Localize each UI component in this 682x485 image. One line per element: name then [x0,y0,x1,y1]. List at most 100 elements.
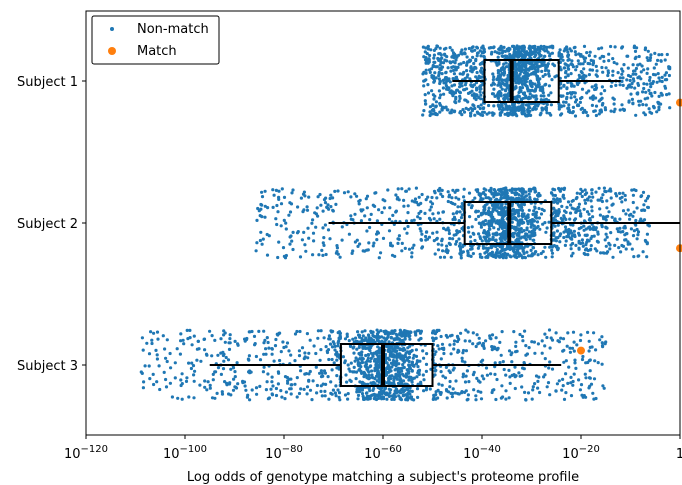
non-match-point [580,106,584,110]
non-match-point [412,398,416,402]
non-match-point [436,344,440,348]
non-match-point [586,253,590,257]
non-match-point [619,250,623,254]
non-match-point [429,218,433,222]
non-match-point [303,194,307,198]
non-match-point [539,212,544,216]
non-match-point [455,88,459,92]
non-match-point [529,248,533,252]
non-match-point [295,231,300,235]
non-match-point [510,220,514,224]
non-match-point [602,386,606,390]
non-match-point [213,396,217,400]
non-match-point [630,97,635,101]
non-match-point [453,68,458,72]
non-match-point [270,392,274,396]
non-match-point [478,106,482,111]
non-match-point [562,235,566,240]
non-match-point [495,250,499,254]
non-match-point [621,191,625,195]
non-match-point [524,398,528,402]
non-match-point [512,50,516,54]
non-match-point [537,216,542,220]
non-match-point [525,198,529,202]
non-match-point [549,103,554,107]
non-match-point [633,86,637,90]
non-match-point [302,357,306,361]
non-match-point [480,66,484,70]
non-match-point [378,392,382,396]
non-match-point [514,344,518,348]
non-match-point [162,370,166,374]
non-match-point [254,354,258,359]
non-match-point [648,58,652,62]
non-match-point [216,353,220,357]
non-match-point [512,215,517,219]
non-match-point [590,191,594,196]
non-match-point [578,100,583,104]
non-match-point [527,96,532,100]
non-match-point [526,215,530,219]
non-match-point [478,49,482,53]
non-match-point [357,333,362,337]
non-match-point [411,246,415,250]
non-match-point [333,189,337,193]
non-match-point [495,209,499,213]
non-match-point [560,388,564,392]
non-match-point [481,44,485,48]
non-match-point [375,350,379,354]
non-match-point [366,333,371,337]
non-match-point [375,238,379,242]
non-match-point [453,65,457,69]
non-match-point [477,244,481,248]
non-match-point [491,253,495,257]
non-match-point [314,365,318,369]
non-match-point [492,87,496,91]
non-match-point [577,231,581,235]
non-match-point [529,225,533,229]
non-match-point [208,383,212,387]
non-match-point [495,62,499,66]
non-match-point [478,194,482,198]
non-match-point [529,220,533,224]
non-match-point [503,93,507,97]
legend-frame [91,15,220,65]
non-match-point [186,337,190,341]
non-match-point [587,226,591,230]
non-match-point [377,256,381,260]
non-match-point [601,345,605,349]
non-match-point [456,188,460,192]
non-match-point [375,332,380,336]
non-match-point [442,92,446,96]
non-match-point [284,390,288,394]
non-match-point [424,234,428,239]
non-match-point [155,357,159,361]
non-match-point [393,329,397,333]
non-match-point [466,60,470,64]
non-match-point [631,193,636,197]
non-match-point [491,237,495,241]
non-match-point [480,75,484,79]
non-match-point [388,376,392,380]
non-match-point [453,339,457,343]
non-match-point [280,395,284,399]
non-match-point [394,364,398,368]
non-match-point [337,330,342,334]
non-match-point [593,359,597,363]
non-match-point [454,242,458,246]
non-match-point [518,72,522,76]
non-match-point [254,249,258,253]
non-match-point [637,99,641,103]
non-match-point [360,388,364,392]
non-match-point [335,374,339,378]
non-match-point [526,219,530,223]
non-match-point [442,347,446,352]
non-match-point [571,383,575,387]
non-match-point [578,338,583,343]
non-match-point [564,239,568,243]
non-match-point [506,111,510,115]
non-match-point [442,255,447,259]
non-match-point [291,230,295,234]
non-match-point [479,390,483,394]
points-layer [139,44,672,402]
